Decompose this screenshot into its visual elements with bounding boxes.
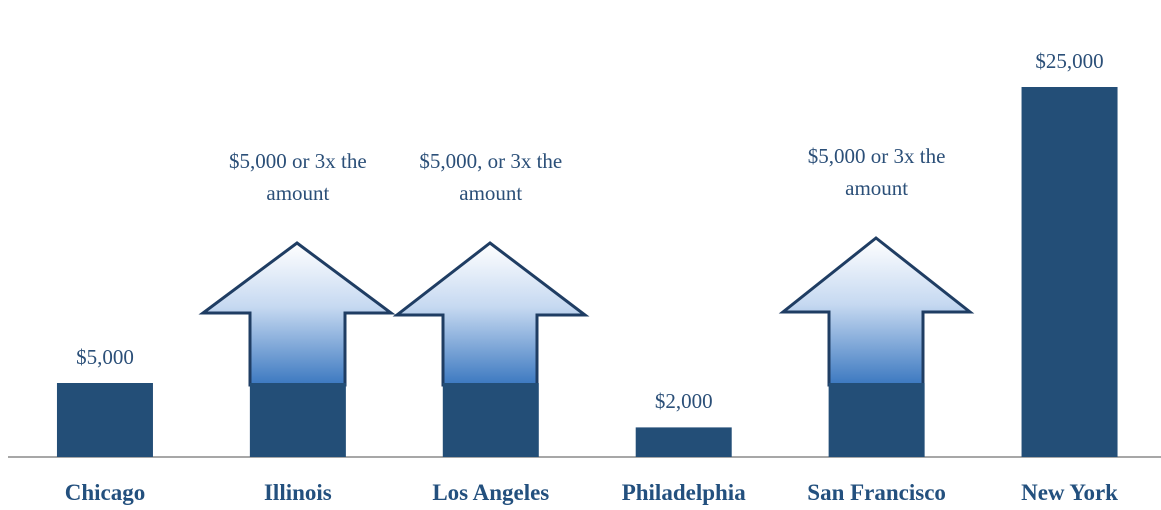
x-tick-label: Illinois bbox=[263, 480, 332, 505]
bar bbox=[56, 383, 153, 457]
x-tick-label: New York bbox=[1021, 480, 1118, 505]
bar bbox=[442, 383, 539, 457]
x-tick-label: Chicago bbox=[64, 480, 146, 505]
data-label: $5,000 or 3x the amount bbox=[229, 149, 367, 205]
data-label: $2,000 bbox=[654, 389, 713, 414]
data-label: $5,000, or 3x the amount bbox=[419, 149, 563, 205]
x-tick-label: Philadelphia bbox=[621, 480, 746, 505]
data-label: $25,000 bbox=[1035, 49, 1104, 73]
data-label: $5,000 bbox=[76, 345, 134, 369]
increase-arrow bbox=[778, 236, 975, 387]
bar bbox=[828, 383, 925, 457]
bar bbox=[635, 427, 732, 457]
increase-arrow bbox=[392, 241, 590, 387]
bar bbox=[249, 383, 346, 457]
increase-arrow bbox=[198, 241, 396, 387]
x-tick-label: San Francisco bbox=[807, 480, 946, 505]
data-label: $5,000 or 3x the amount bbox=[807, 144, 946, 200]
x-tick-label: Los Angeles bbox=[432, 480, 550, 505]
bar bbox=[1021, 87, 1118, 457]
